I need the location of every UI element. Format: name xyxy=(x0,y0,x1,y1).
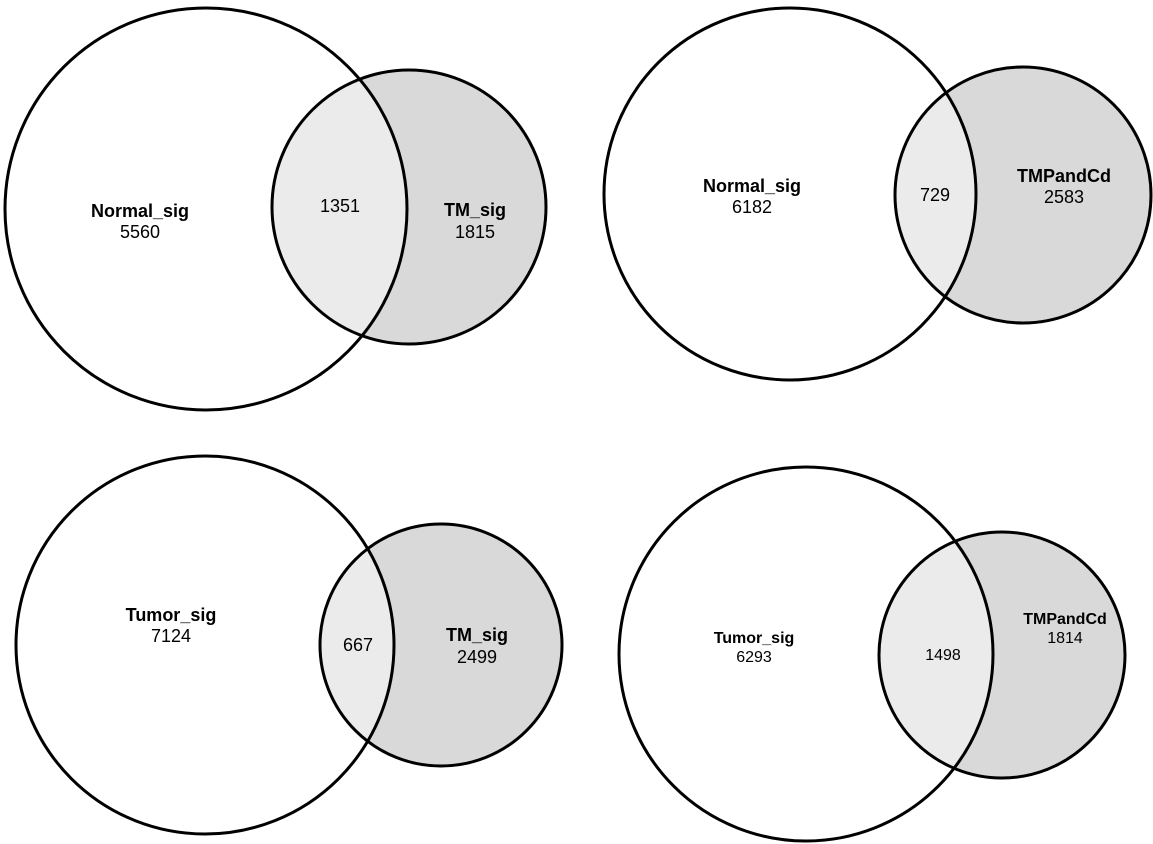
overlap-count: 667 xyxy=(343,635,373,655)
set-tmpandcd-circle xyxy=(893,65,1153,325)
right-set-label: TMPandCd xyxy=(1017,166,1111,186)
overlap-region xyxy=(320,524,394,766)
left-set-label: Tumor_sig xyxy=(714,630,795,647)
right-set-count: 2583 xyxy=(1044,187,1084,207)
set-tmpandcd-circle xyxy=(877,530,1127,780)
set-tumor-sig-circle xyxy=(14,454,396,836)
right-set-label: TM_sig xyxy=(444,200,506,220)
overlap-region xyxy=(895,67,976,323)
venn-diagram-normal-tm: Normal_sig 5560 1351 TM_sig 1815 xyxy=(3,6,548,412)
left-set-label: Tumor_sig xyxy=(126,605,217,625)
left-set-count: 7124 xyxy=(151,626,191,646)
overlap-count: 729 xyxy=(920,185,950,205)
right-set-count: 1815 xyxy=(455,222,495,242)
set-normal-sig-circle xyxy=(3,6,409,412)
set-tm-sig-circle xyxy=(318,522,564,768)
left-set-count: 6293 xyxy=(736,649,772,666)
overlap-region xyxy=(272,70,407,344)
venn-diagram-tumor-tmpandcd: Tumor_sig 6293 1498 TMPandCd 1814 xyxy=(617,465,1127,843)
venn-diagram-tumor-tm: Tumor_sig 7124 667 TM_sig 2499 xyxy=(14,454,564,836)
right-set-count: 2499 xyxy=(457,647,497,667)
set-tumor-sig-circle xyxy=(617,465,995,843)
left-set-label: Normal_sig xyxy=(91,201,189,221)
venn-diagram-normal-tmpandcd: Normal_sig 6182 729 TMPandCd 2583 xyxy=(602,6,1153,382)
left-set-label: Normal_sig xyxy=(703,176,801,196)
right-set-label: TMPandCd xyxy=(1023,611,1107,628)
set-normal-sig-region xyxy=(5,8,407,410)
left-set-count: 6182 xyxy=(732,197,772,217)
set-tumor-sig-region xyxy=(619,467,993,841)
overlap-region xyxy=(879,532,993,778)
right-set-label: TM_sig xyxy=(446,625,508,645)
set-tumor-sig-region xyxy=(16,456,394,834)
set-normal-sig-region xyxy=(604,8,976,380)
overlap-count: 1351 xyxy=(320,196,360,216)
set-tm-sig-circle xyxy=(270,68,548,346)
set-normal-sig-circle xyxy=(602,6,978,382)
overlap-count: 1498 xyxy=(925,647,961,664)
right-set-count: 1814 xyxy=(1047,630,1083,647)
left-set-count: 5560 xyxy=(120,222,160,242)
